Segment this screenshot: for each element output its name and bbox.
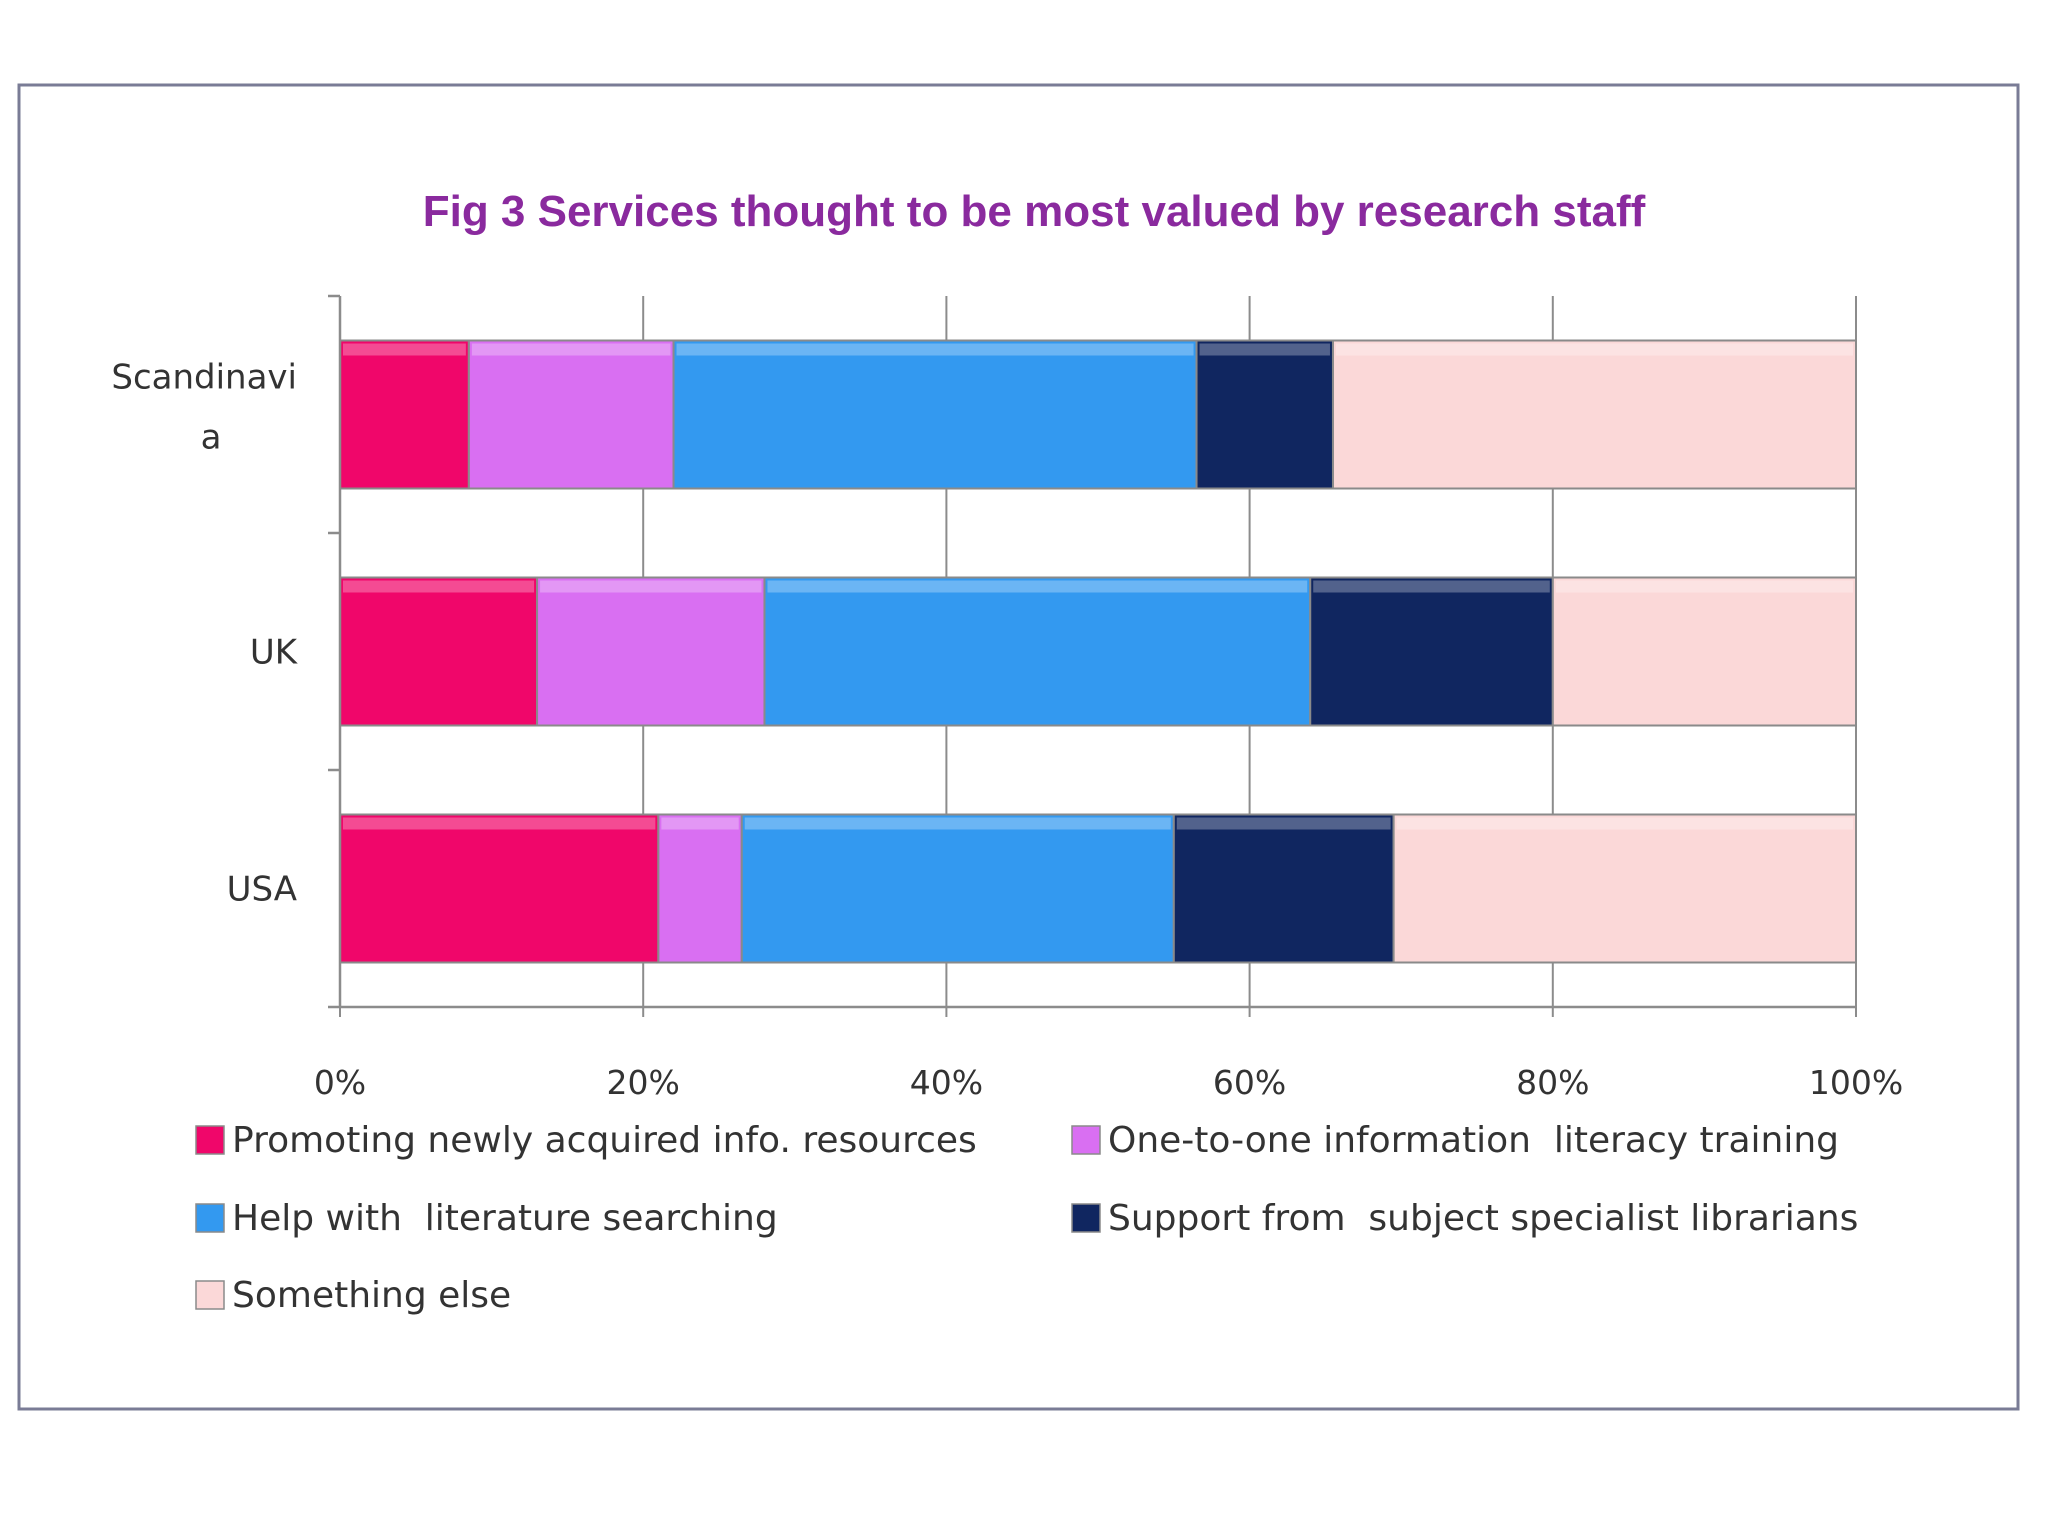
legend-label-help-with-literature-searching: Help with literature searching	[232, 1198, 778, 1239]
chart-frame	[17, 83, 2020, 1411]
legend: Promoting newly acquired info. resources…	[195, 1120, 1858, 1316]
bar-usa-promoting-newly-acquired-info-resources	[339, 813, 660, 964]
bar-usa-help-with-literature-searching	[740, 813, 1175, 964]
category-label-scandinavi-a: a	[201, 418, 222, 458]
bar-highlight	[661, 817, 739, 830]
bar-uk-support-from-subject-specialist-librarians	[1309, 576, 1554, 727]
x-tick-label: 0%	[314, 1063, 366, 1102]
bar-scandinavi-a-one-to-one-information-literacy-training	[467, 339, 675, 490]
bar-uk-help-with-literature-searching	[763, 576, 1312, 727]
bar-highlight	[1555, 580, 1853, 593]
bar-usa-support-from-subject-specialist-librarians	[1172, 813, 1395, 964]
bar-highlight	[1313, 580, 1550, 593]
x-tick-label: 80%	[1516, 1063, 1589, 1102]
bar-highlight	[767, 580, 1308, 593]
legend-label-one-to-one-information-literacy-training: One-to-one information literacy training	[1108, 1120, 1839, 1161]
chart-title: Fig 3 Services thought to be most valued…	[423, 187, 1646, 236]
bar-scandinavi-a-support-from-subject-specialist-librarians	[1195, 339, 1334, 490]
bar-highlight	[343, 580, 535, 593]
bar-uk-one-to-one-information-literacy-training	[536, 576, 766, 727]
bar-highlight	[1176, 817, 1391, 830]
bar-highlight	[676, 343, 1194, 356]
bar-uk-something-else	[1551, 576, 1858, 727]
bar-highlight	[471, 343, 671, 356]
bar-usa-one-to-one-information-literacy-training	[657, 813, 743, 964]
bar-scandinavi-a-help-with-literature-searching	[672, 339, 1198, 490]
category-label-usa: USA	[227, 870, 297, 910]
legend-label-promoting-newly-acquired-info-resources: Promoting newly acquired info. resources	[232, 1120, 977, 1161]
category-label-uk: UK	[250, 633, 299, 673]
bar-highlight	[1396, 817, 1853, 830]
bar-highlight	[540, 580, 762, 593]
bar-scandinavi-a-something-else	[1331, 339, 1857, 490]
x-tick-label: 40%	[910, 1063, 983, 1102]
bar-highlight	[343, 817, 656, 830]
legend-swatch-one-to-one-information-literacy-training	[1071, 1125, 1101, 1155]
x-tick-label: 100%	[1809, 1063, 1903, 1102]
bars-layer	[339, 339, 1858, 964]
bar-usa-something-else	[1392, 813, 1857, 964]
x-tick-label: 60%	[1213, 1063, 1286, 1102]
legend-swatch-help-with-literature-searching	[195, 1203, 225, 1233]
legend-label-support-from-subject-specialist-librarians: Support from subject specialist libraria…	[1108, 1198, 1858, 1239]
x-tick-label: 20%	[607, 1063, 680, 1102]
bar-highlight	[343, 343, 466, 356]
bar-scandinavi-a-promoting-newly-acquired-info-resources	[339, 339, 470, 490]
bar-highlight	[744, 817, 1171, 830]
bar-uk-promoting-newly-acquired-info-resources	[339, 576, 539, 727]
bar-highlight	[1335, 343, 1853, 356]
legend-swatch-something-else	[195, 1280, 225, 1310]
axis-layer: 0% 20% 40% 60% 80% 100% Scandinavi a UK USA	[111, 294, 1903, 1102]
bar-highlight	[1199, 343, 1330, 356]
legend-swatch-support-from-subject-specialist-librarians	[1071, 1203, 1101, 1233]
legend-swatch-promoting-newly-acquired-info-resources	[195, 1125, 225, 1155]
category-label-scandinavi-a: Scandinavi	[111, 358, 297, 398]
legend-label-something-else: Something else	[232, 1275, 511, 1316]
